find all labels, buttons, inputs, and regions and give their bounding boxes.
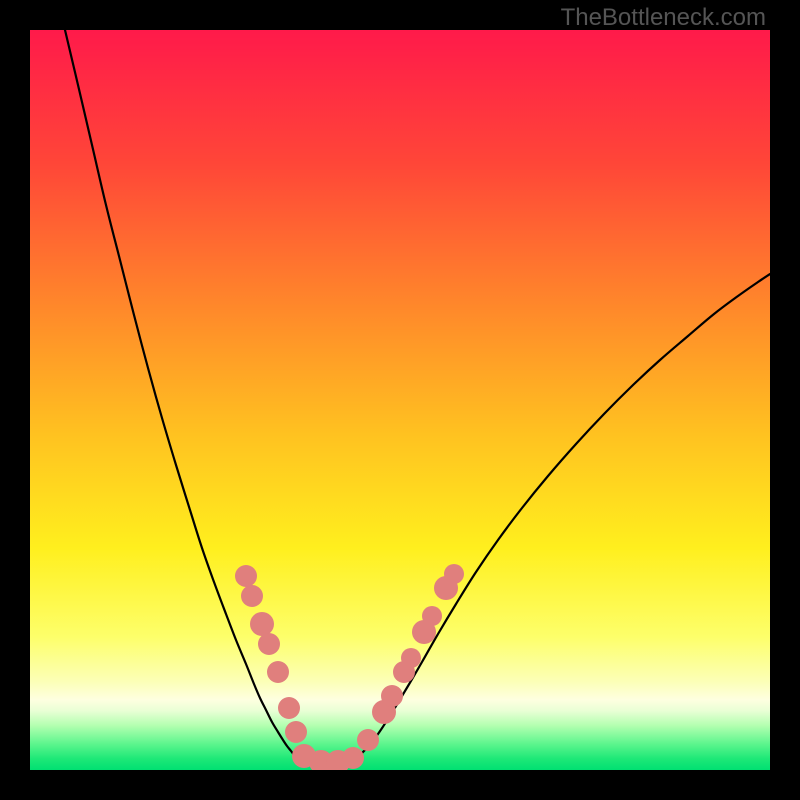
chart-frame: TheBottleneck.com: [0, 0, 800, 800]
data-marker: [444, 564, 464, 584]
data-marker: [267, 661, 289, 683]
data-marker: [357, 729, 379, 751]
data-marker: [422, 606, 442, 626]
data-marker: [285, 721, 307, 743]
curve-layer: [30, 30, 770, 770]
data-marker: [235, 565, 257, 587]
data-marker: [250, 612, 274, 636]
data-marker: [278, 697, 300, 719]
data-marker: [241, 585, 263, 607]
data-marker: [401, 648, 421, 668]
data-marker: [258, 633, 280, 655]
data-marker: [381, 685, 403, 707]
data-marker: [342, 747, 364, 769]
watermark-text: TheBottleneck.com: [561, 4, 766, 32]
plot-area: [30, 30, 770, 770]
